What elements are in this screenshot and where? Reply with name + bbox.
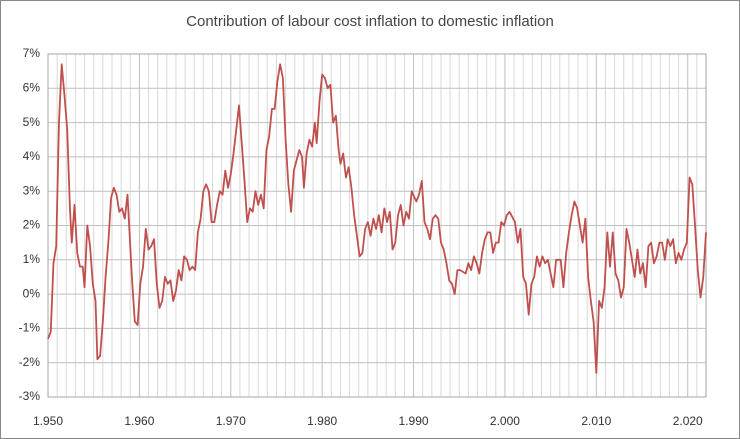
y-tick-label: -3% — [19, 389, 41, 403]
x-tick-label: 1.960 — [124, 414, 154, 428]
chart-title: Contribution of labour cost inflation to… — [186, 13, 554, 30]
y-tick-label: 0% — [23, 286, 41, 300]
y-tick-label: 4% — [23, 149, 41, 163]
x-tick-label: 1.990 — [399, 414, 429, 428]
y-tick-label: 3% — [23, 183, 41, 197]
y-tick-label: -1% — [19, 321, 41, 335]
data-line — [47, 63, 707, 374]
x-tick-label: 1.950 — [33, 414, 63, 428]
x-tick-label: 1.970 — [216, 414, 246, 428]
x-tick-label: 2.020 — [673, 414, 703, 428]
y-tick-label: 2% — [23, 218, 41, 232]
plot-area — [47, 53, 707, 398]
y-tick-label: -2% — [19, 355, 41, 369]
x-tick-label: 1.980 — [307, 414, 337, 428]
y-tick-label: 1% — [23, 252, 41, 266]
y-tick-label: 5% — [23, 115, 41, 129]
y-tick-label: 6% — [23, 80, 41, 94]
y-tick-label: 7% — [23, 46, 41, 60]
x-tick-label: 2.010 — [581, 414, 611, 428]
x-tick-label: 2.000 — [490, 414, 520, 428]
